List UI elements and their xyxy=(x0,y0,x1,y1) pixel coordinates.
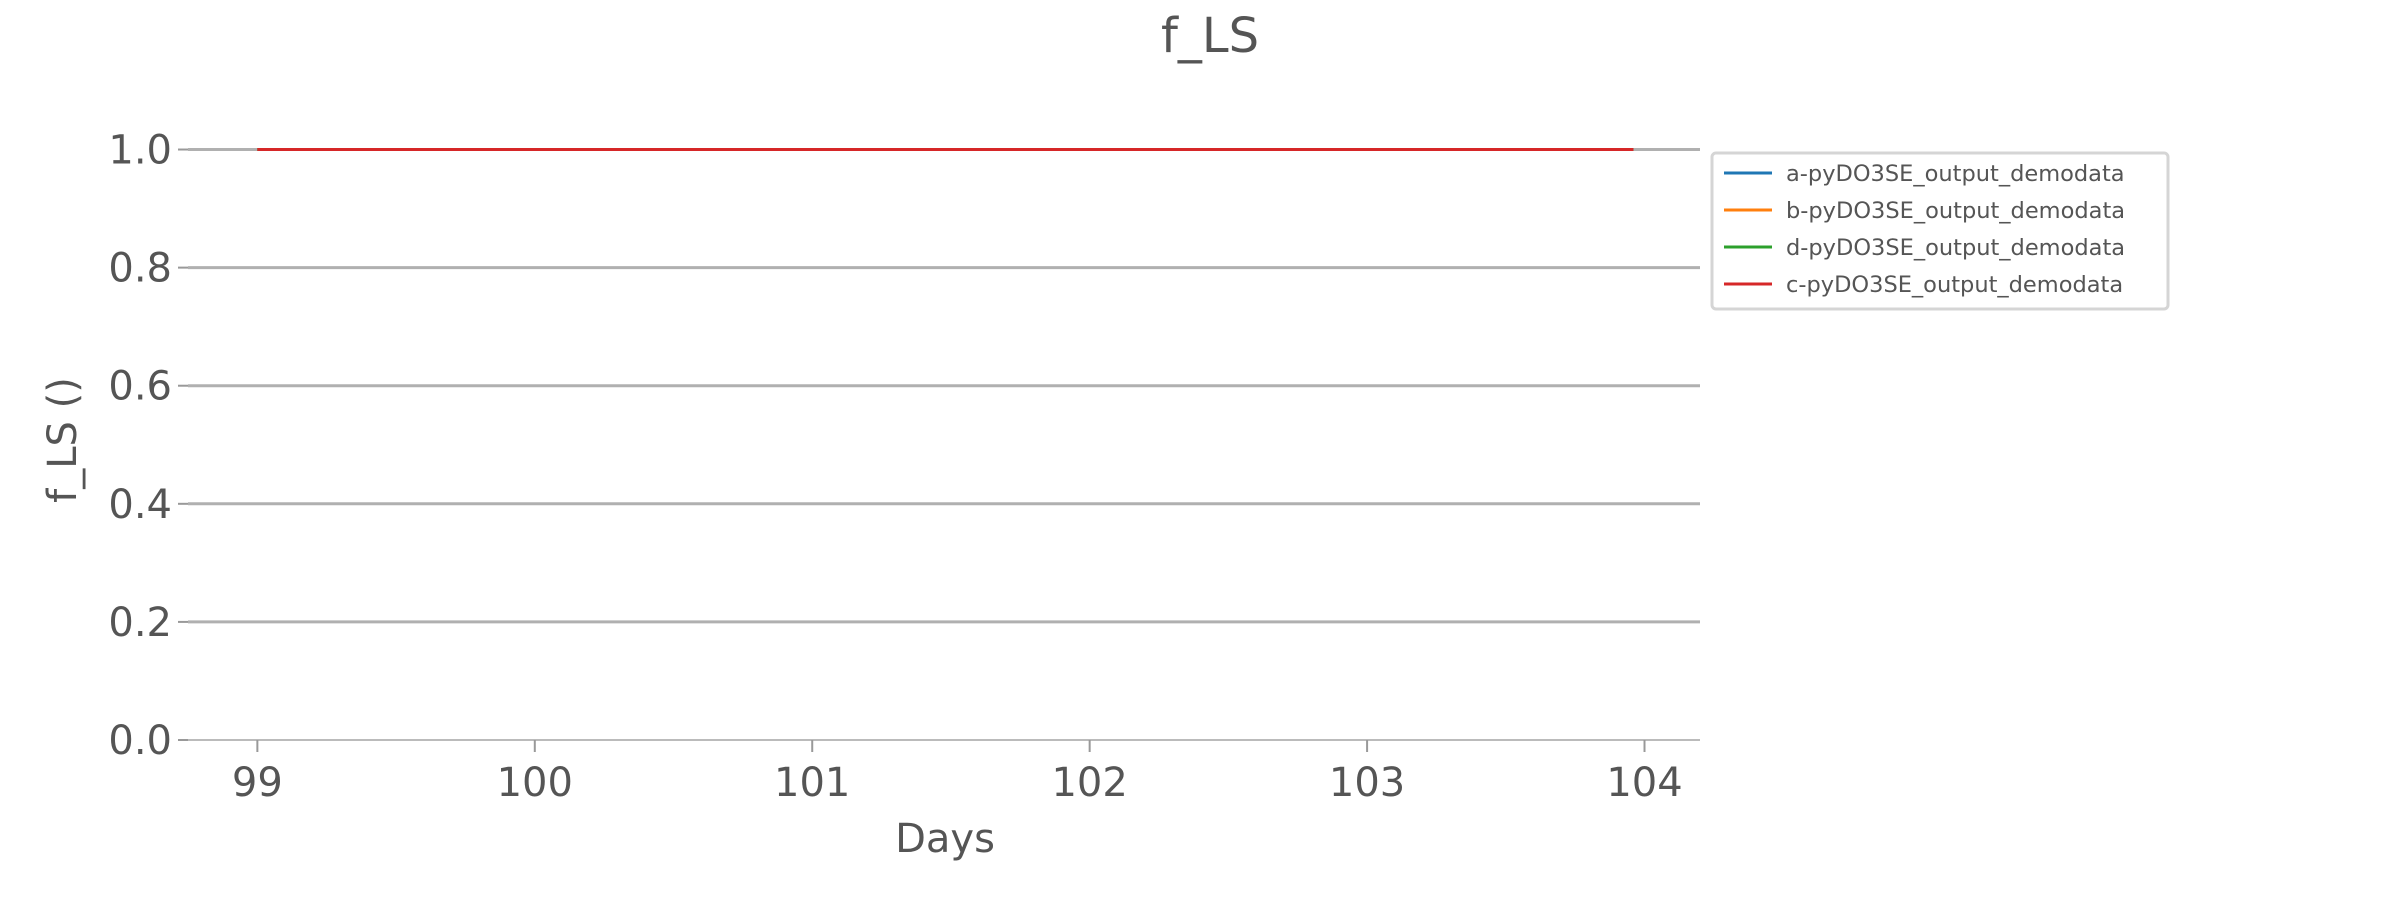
x-tick-label: 103 xyxy=(1329,760,1405,806)
x-tick-label: 101 xyxy=(774,760,850,806)
legend-label: a-pyDO3SE_output_demodata xyxy=(1786,161,2125,187)
y-tick-label: 1.0 xyxy=(108,128,172,174)
legend-box xyxy=(1710,151,2170,311)
x-tick-label: 102 xyxy=(1051,760,1127,806)
y-tick-label: 0.4 xyxy=(108,482,172,528)
y-tick-label: 0.2 xyxy=(108,600,172,646)
x-axis-ticks: 99 100 101 102 103 104 xyxy=(232,740,1683,806)
legend-label: c-pyDO3SE_output_demodata xyxy=(1786,272,2123,298)
grid-lines xyxy=(188,148,1700,624)
y-axis-ticks: 0.0 0.2 0.4 0.6 0.8 1.0 xyxy=(108,128,188,764)
y-tick-label: 0.0 xyxy=(108,718,172,764)
legend: a-pyDO3SE_output_demodata b-pyDO3SE_outpu… xyxy=(1710,151,2170,311)
x-tick-label: 104 xyxy=(1606,760,1682,806)
x-tick-label: 99 xyxy=(232,760,283,806)
x-axis-label: Days xyxy=(895,816,995,862)
y-tick-label: 0.6 xyxy=(108,364,172,410)
x-tick-label: 100 xyxy=(497,760,573,806)
y-tick-label: 0.8 xyxy=(108,246,172,292)
legend-label: d-pyDO3SE_output_demodata xyxy=(1786,235,2125,261)
chart-title: f_LS xyxy=(1161,8,1259,64)
legend-label: b-pyDO3SE_output_demodata xyxy=(1786,198,2125,224)
y-axis-label: f_LS () xyxy=(40,377,86,503)
